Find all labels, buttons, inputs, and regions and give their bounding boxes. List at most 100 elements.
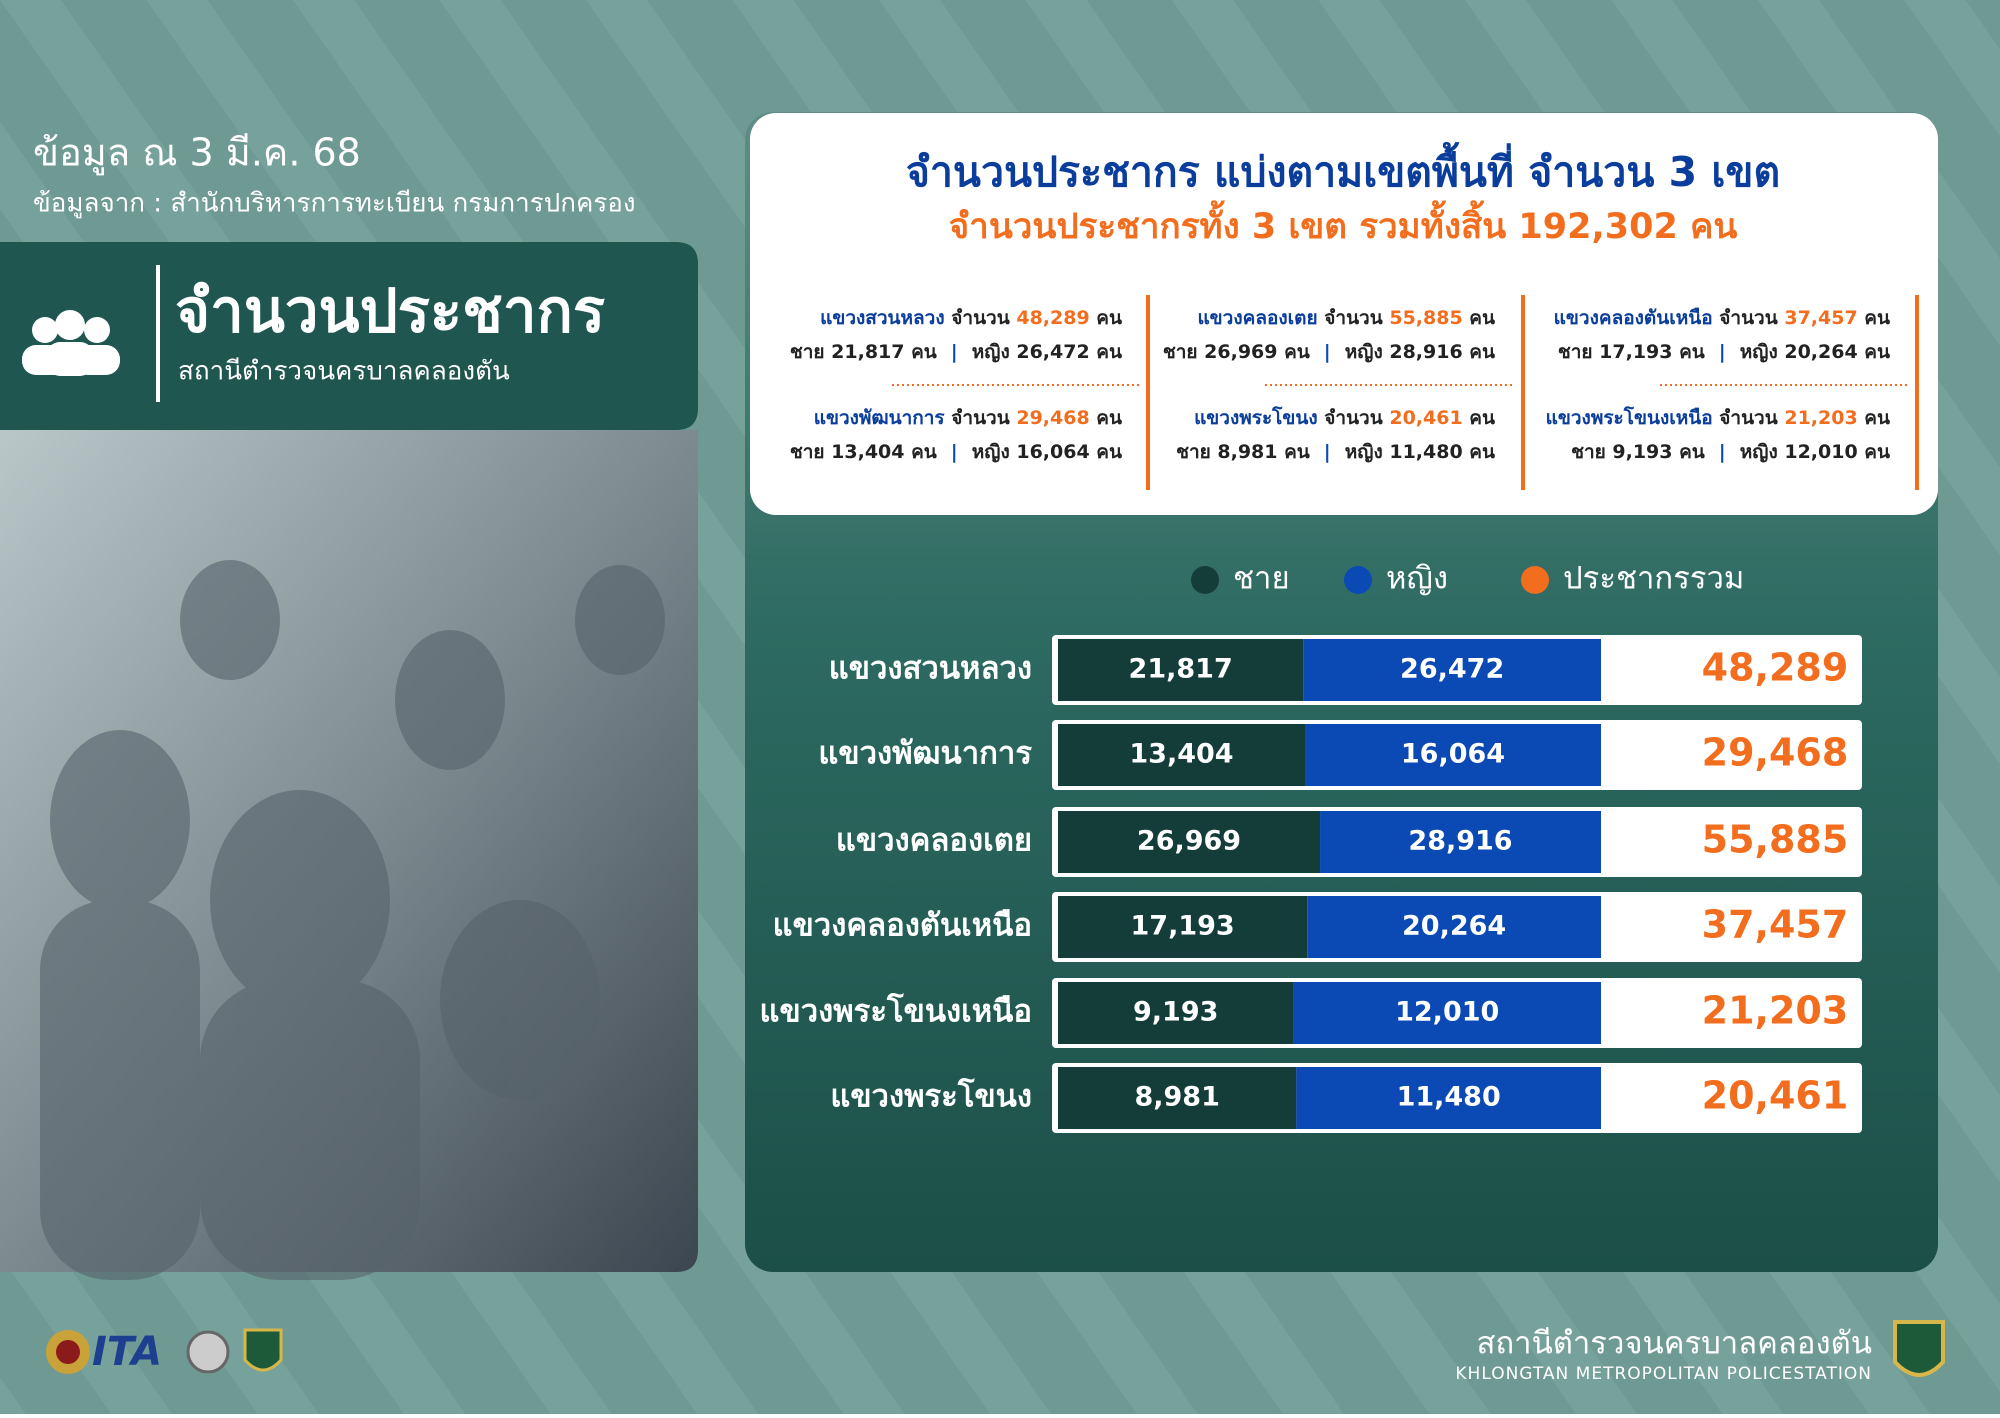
bar-divider: |	[951, 341, 958, 363]
gender-line: ชาย 8,981 คน | หญิง 11,480 คน	[1176, 441, 1495, 463]
bar-value-label: 9,193	[1133, 997, 1218, 1028]
district-name: แขวงพัฒนาการ	[814, 407, 946, 429]
title-box	[0, 242, 698, 430]
category-label: แขวงคลองตันเหนือ	[773, 908, 1032, 944]
bar-segment	[1058, 811, 1321, 873]
bar-value-label: 12,010	[1395, 997, 1499, 1028]
female-count: หญิง 20,264 คน	[1740, 341, 1890, 363]
male-count: ชาย 21,817 คน	[790, 341, 937, 363]
district-name: แขวงคลองตันเหนือ	[1554, 307, 1713, 329]
bar-value-label: 26,472	[1400, 654, 1504, 685]
source: ข้อมูลจาก : สำนักบริหารการทะเบียน กรมการ…	[33, 189, 636, 219]
bar-segment	[1058, 982, 1294, 1044]
total-label: 20,461	[1702, 1074, 1849, 1118]
people-icon	[22, 310, 120, 376]
summary-title: จำนวนประชากร แบ่งตามเขตพื้นที่ จำนวน 3 เ…	[906, 142, 1780, 196]
count-unit: คน	[1864, 307, 1890, 329]
district-total: 37,457	[1784, 307, 1857, 329]
bar-divider: |	[1719, 341, 1726, 363]
count-unit: คน	[1096, 307, 1122, 329]
footer-logos: ITA	[46, 1320, 1945, 1377]
bar-value-label: 21,817	[1129, 654, 1233, 685]
bar-segment	[1304, 724, 1601, 786]
bar-value-label: 16,064	[1401, 739, 1505, 770]
count-prefix: จำนวน	[1719, 307, 1777, 329]
total-label: 55,885	[1702, 818, 1849, 862]
legend-label: ชาย	[1233, 561, 1290, 597]
bar-segment	[1293, 982, 1601, 1044]
gender-line: ชาย 17,193 คน | หญิง 20,264 คน	[1558, 341, 1890, 363]
male-count: ชาย 9,193 คน	[1571, 441, 1705, 463]
ita-logo: ITA	[92, 1329, 162, 1375]
bar-segment	[1058, 639, 1304, 701]
category-label: แขวงพัฒนาการ	[818, 736, 1032, 772]
bar-divider: |	[1324, 341, 1331, 363]
bar-divider: |	[1324, 441, 1331, 463]
count-unit: คน	[1096, 407, 1122, 429]
bar-segment	[1058, 896, 1308, 958]
female-count: หญิง 16,064 คน	[972, 441, 1122, 463]
district-total: 20,461	[1389, 407, 1462, 429]
summary-line: แขวงสวนหลวง จำนวน 48,289 คน	[820, 307, 1122, 329]
district-name: แขวงพระโขนง	[1194, 406, 1318, 429]
count-unit: คน	[1864, 407, 1890, 429]
footer-station: สถานีตำรวจนครบาลคลองตัน	[1476, 1326, 1872, 1362]
bar-value-label: 11,480	[1397, 1082, 1501, 1113]
count-prefix: จำนวน	[1324, 407, 1382, 429]
bar-segment	[1296, 1067, 1601, 1129]
count-prefix: จำนวน	[1324, 307, 1382, 329]
bar-segment	[1320, 811, 1601, 873]
total-label: 48,289	[1702, 646, 1849, 690]
bar-value-label: 28,916	[1408, 826, 1512, 857]
district-name: แขวงสวนหลวง	[820, 307, 945, 329]
legend-marker	[1344, 566, 1372, 594]
bar-value-label: 26,969	[1137, 826, 1241, 857]
main-title: จำนวนประชากร	[175, 277, 605, 347]
date: ข้อมูล ณ 3 มี.ค. 68	[33, 131, 361, 176]
legend-label: หญิง	[1386, 561, 1448, 597]
total-label: 37,457	[1702, 903, 1849, 947]
bar-segment	[1307, 896, 1601, 958]
female-count: หญิง 28,916 คน	[1345, 341, 1495, 363]
category-label: แขวงพระโขนง	[830, 1078, 1032, 1115]
main-subtitle: สถานีตำรวจนครบาลคลองตัน	[178, 357, 510, 387]
summary-card	[750, 113, 1938, 515]
summary-line: แขวงคลองเตย จำนวน 55,885 คน	[1197, 307, 1495, 329]
bar-segment	[1303, 639, 1601, 701]
male-count: ชาย 17,193 คน	[1558, 341, 1705, 363]
district-total: 21,203	[1784, 407, 1857, 429]
gender-line: ชาย 21,817 คน | หญิง 26,472 คน	[790, 341, 1122, 363]
bar-value-label: 13,404	[1129, 739, 1233, 770]
district-name: แขวงคลองเตย	[1197, 307, 1317, 329]
total-label: 21,203	[1702, 989, 1849, 1033]
bar-segment	[1058, 1067, 1297, 1129]
legend-marker	[1521, 566, 1549, 594]
bar-segment	[1058, 724, 1305, 786]
bar-value-label: 8,981	[1134, 1082, 1219, 1113]
bar-divider: |	[951, 441, 958, 463]
count-prefix: จำนวน	[1719, 407, 1777, 429]
bar-value-label: 20,264	[1402, 911, 1506, 942]
footer-station-en: KHLONGTAN METROPOLITAN POLICESTATION	[1455, 1364, 1872, 1384]
female-count: หญิง 26,472 คน	[972, 341, 1122, 363]
summary-line: แขวงพระโขนงเหนือ จำนวน 21,203 คน	[1546, 406, 1890, 429]
gender-line: ชาย 26,969 คน | หญิง 28,916 คน	[1163, 341, 1495, 363]
summary-subtitle: จำนวนประชากรทั้ง 3 เขต รวมทั้งสิ้น 192,3…	[949, 200, 1738, 247]
legend-marker	[1191, 566, 1219, 594]
summary-line: แขวงพระโขนง จำนวน 20,461 คน	[1194, 406, 1495, 429]
count-prefix: จำนวน	[951, 307, 1009, 329]
district-total: 55,885	[1389, 307, 1462, 329]
male-count: ชาย 8,981 คน	[1176, 441, 1310, 463]
legend-label: ประชากรรวม	[1563, 561, 1744, 597]
female-count: หญิง 12,010 คน	[1740, 441, 1890, 463]
bar-divider: |	[1719, 441, 1726, 463]
category-label: แขวงคลองเตย	[836, 823, 1032, 859]
summary-line: แขวงคลองตันเหนือ จำนวน 37,457 คน	[1554, 307, 1890, 329]
district-total: 48,289	[1016, 307, 1089, 329]
count-unit: คน	[1469, 407, 1495, 429]
gender-line: ชาย 13,404 คน | หญิง 16,064 คน	[790, 441, 1122, 463]
